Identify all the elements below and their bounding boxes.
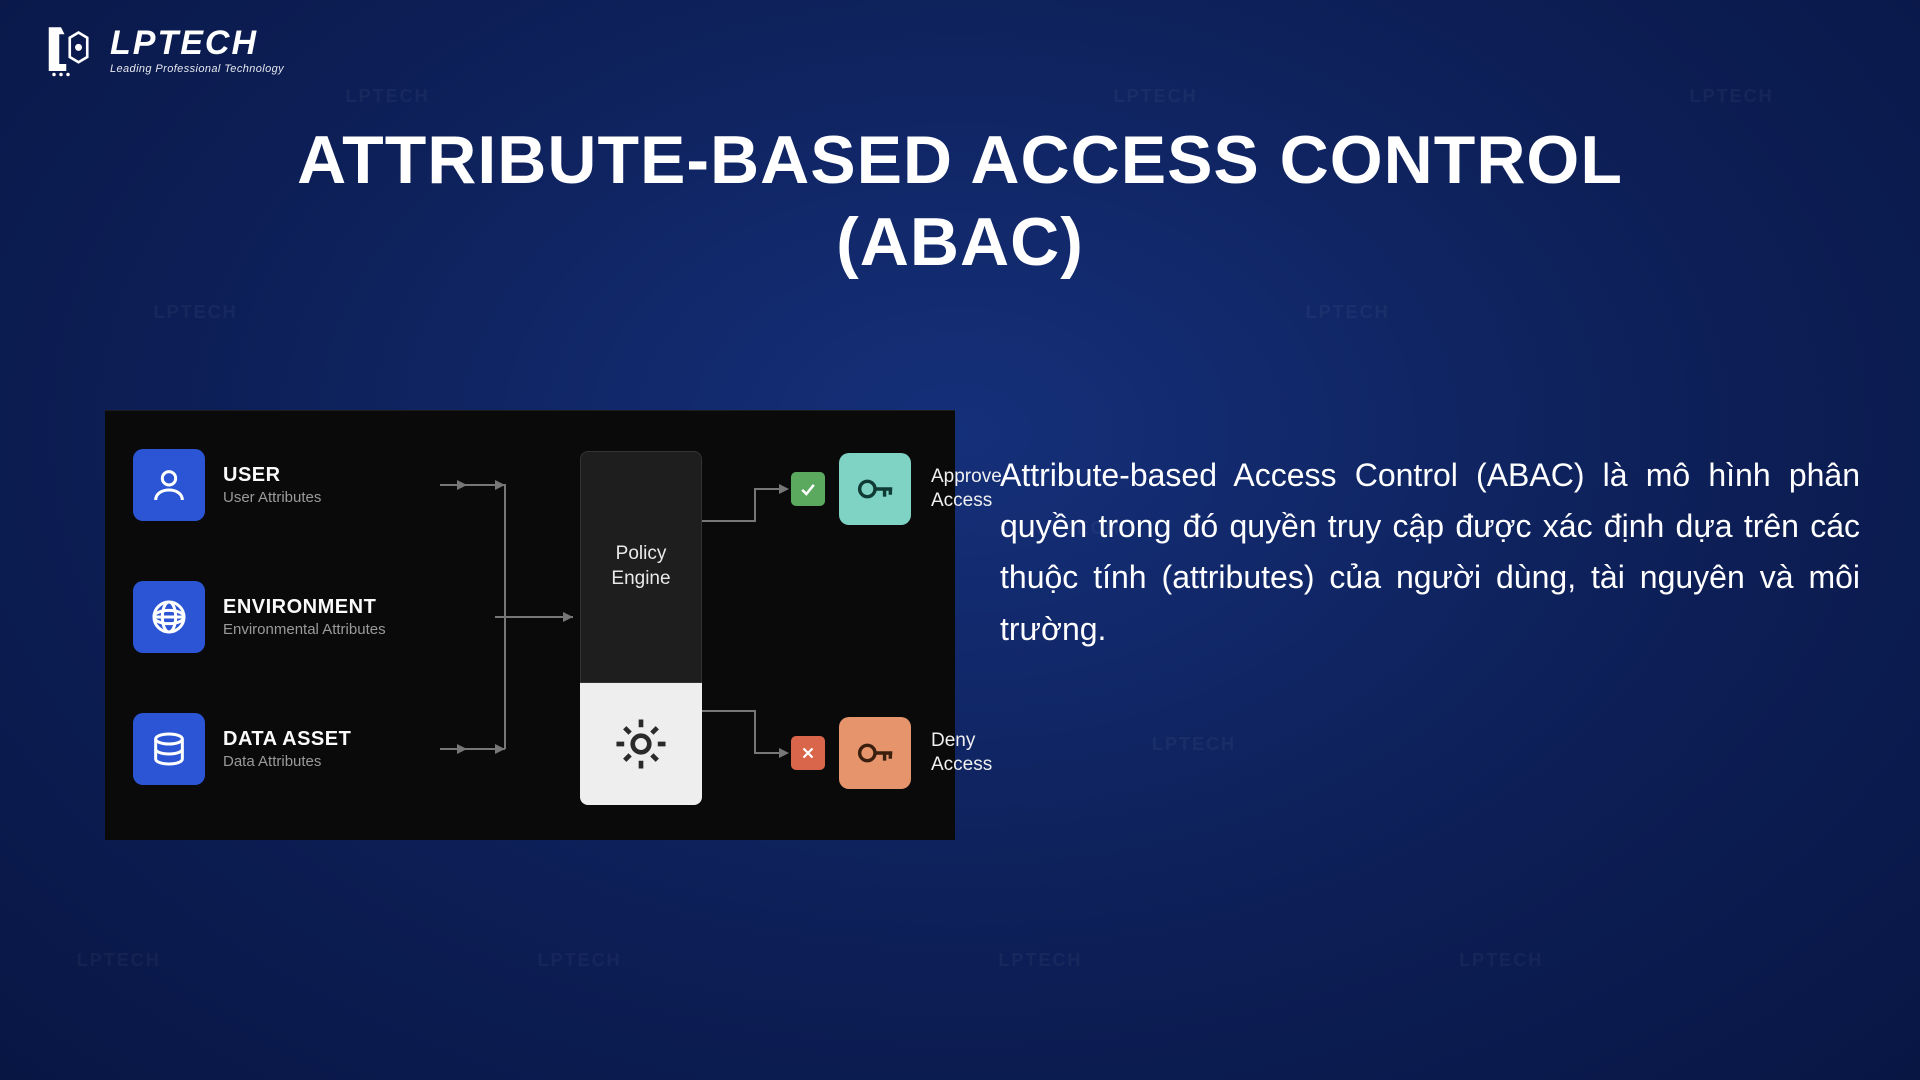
brand-tagline: Leading Professional Technology: [110, 64, 284, 75]
input-data-sub: Data Attributes: [223, 753, 351, 770]
check-icon: [791, 472, 825, 506]
input-data-asset: DATA ASSET Data Attributes: [133, 713, 386, 785]
input-env-sub: Environmental Attributes: [223, 621, 386, 638]
user-icon: [133, 449, 205, 521]
input-user: USER User Attributes: [133, 449, 386, 521]
output-approve-label: ApproveAccess: [931, 465, 1002, 513]
input-user-title: USER: [223, 464, 321, 487]
brand-logo: LPTECH Leading Professional Technology: [40, 22, 284, 78]
policy-engine: Policy Engine: [580, 451, 702, 805]
key-approve-icon: [839, 453, 911, 525]
abac-diagram: USER User Attributes ENVIRONMENT Environ…: [105, 410, 955, 840]
input-user-sub: User Attributes: [223, 489, 321, 506]
key-deny-icon: [839, 717, 911, 789]
policy-engine-label: Policy Engine: [580, 451, 702, 683]
diagram-inputs: USER User Attributes ENVIRONMENT Environ…: [133, 449, 386, 785]
title-line-2: (ABAC): [0, 202, 1920, 284]
title-line-1: ATTRIBUTE-BASED ACCESS CONTROL: [0, 120, 1920, 202]
cross-icon: [791, 736, 825, 770]
output-deny: DenyAccess: [791, 717, 992, 789]
page-title: ATTRIBUTE-BASED ACCESS CONTROL (ABAC): [0, 120, 1920, 283]
output-approve: ApproveAccess: [791, 453, 1002, 525]
output-deny-label: DenyAccess: [931, 729, 992, 777]
input-env-title: ENVIRONMENT: [223, 596, 386, 619]
globe-icon: [133, 581, 205, 653]
database-icon: [133, 713, 205, 785]
brand-name: LPTECH: [110, 26, 284, 60]
input-data-title: DATA ASSET: [223, 728, 351, 751]
logo-mark-icon: [40, 22, 96, 78]
gear-icon: [580, 683, 702, 805]
input-environment: ENVIRONMENT Environmental Attributes: [133, 581, 386, 653]
description-text: Attribute-based Access Control (ABAC) là…: [1000, 450, 1860, 655]
